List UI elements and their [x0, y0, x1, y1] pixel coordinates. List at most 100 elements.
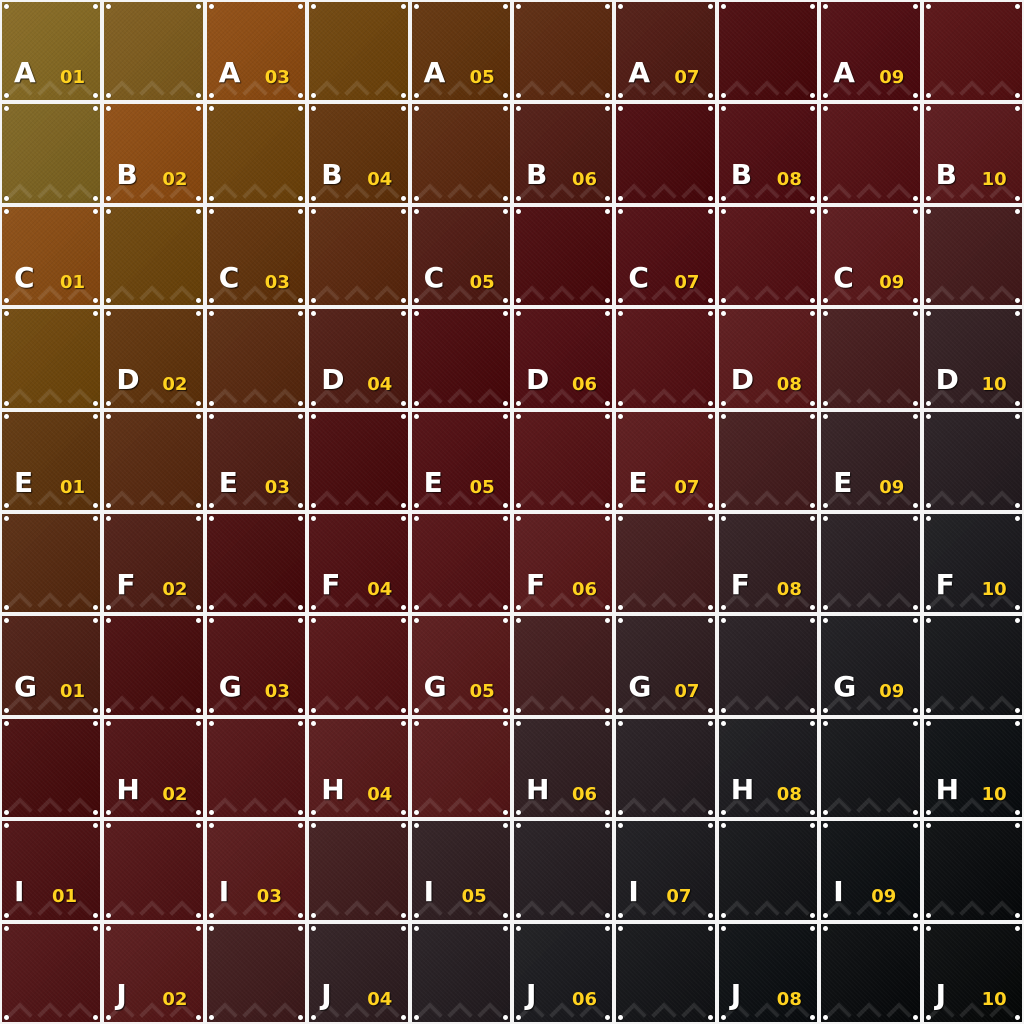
tile-a-06[interactable]: [514, 2, 613, 101]
tile-e-10[interactable]: [923, 411, 1022, 510]
tile-b-04[interactable]: B 04: [309, 104, 408, 203]
tile-h-07[interactable]: [616, 718, 715, 818]
tile-j-01[interactable]: [2, 923, 101, 1022]
tile-i-02[interactable]: [104, 821, 203, 920]
tile-d-10[interactable]: D 10: [923, 309, 1022, 408]
tile-b-07[interactable]: [616, 104, 715, 203]
tile-d-03[interactable]: [206, 309, 306, 408]
tile-j-05[interactable]: [411, 923, 510, 1022]
tile-e-07[interactable]: E 07: [616, 411, 715, 510]
tile-c-09[interactable]: C 09: [821, 206, 920, 306]
tile-h-08[interactable]: H 08: [718, 718, 818, 818]
tile-d-02[interactable]: D 02: [104, 309, 203, 408]
tile-a-03[interactable]: A 03: [206, 2, 306, 101]
tile-h-02[interactable]: H 02: [104, 718, 203, 818]
tile-i-03[interactable]: I 03: [206, 821, 306, 920]
tile-i-07[interactable]: I 07: [616, 821, 715, 920]
tile-d-07[interactable]: [616, 309, 715, 408]
tile-e-02[interactable]: [104, 411, 203, 510]
tile-h-03[interactable]: [206, 718, 306, 818]
tile-g-01[interactable]: G 01: [2, 616, 101, 715]
tile-g-03[interactable]: G 03: [206, 616, 306, 715]
tile-a-08[interactable]: [718, 2, 818, 101]
tile-i-06[interactable]: [514, 821, 613, 920]
tile-d-05[interactable]: [411, 309, 510, 408]
tile-a-05[interactable]: A 05: [411, 2, 510, 101]
tile-g-08[interactable]: [718, 616, 818, 715]
tile-f-07[interactable]: [616, 514, 715, 613]
tile-g-06[interactable]: [514, 616, 613, 715]
tile-h-06[interactable]: H 06: [514, 718, 613, 818]
tile-g-07[interactable]: G 07: [616, 616, 715, 715]
tile-g-10[interactable]: [923, 616, 1022, 715]
tile-b-05[interactable]: [411, 104, 510, 203]
tile-i-04[interactable]: [309, 821, 408, 920]
tile-e-01[interactable]: E 01: [2, 411, 101, 510]
tile-a-02[interactable]: [104, 2, 203, 101]
tile-c-05[interactable]: C 05: [411, 206, 510, 306]
tile-c-03[interactable]: C 03: [206, 206, 306, 306]
tile-a-10[interactable]: [923, 2, 1022, 101]
tile-b-08[interactable]: B 08: [718, 104, 818, 203]
tile-d-04[interactable]: D 04: [309, 309, 408, 408]
tile-h-09[interactable]: [821, 718, 920, 818]
tile-j-09[interactable]: [821, 923, 920, 1022]
tile-f-05[interactable]: [411, 514, 510, 613]
tile-f-10[interactable]: F 10: [923, 514, 1022, 613]
tile-i-10[interactable]: [923, 821, 1022, 920]
tile-f-02[interactable]: F 02: [104, 514, 203, 613]
tile-e-08[interactable]: [718, 411, 818, 510]
tile-d-06[interactable]: D 06: [514, 309, 613, 408]
tile-e-06[interactable]: [514, 411, 613, 510]
tile-e-04[interactable]: [309, 411, 408, 510]
tile-f-08[interactable]: F 08: [718, 514, 818, 613]
tile-a-01[interactable]: A 01: [2, 2, 101, 101]
tile-d-09[interactable]: [821, 309, 920, 408]
tile-g-04[interactable]: [309, 616, 408, 715]
tile-f-09[interactable]: [821, 514, 920, 613]
tile-h-04[interactable]: H 04: [309, 718, 408, 818]
tile-j-02[interactable]: J 02: [104, 923, 203, 1022]
tile-j-04[interactable]: J 04: [309, 923, 408, 1022]
tile-b-09[interactable]: [821, 104, 920, 203]
tile-b-02[interactable]: B 02: [104, 104, 203, 203]
tile-f-01[interactable]: [2, 514, 101, 613]
tile-i-08[interactable]: [718, 821, 818, 920]
tile-c-04[interactable]: [309, 206, 408, 306]
tile-g-02[interactable]: [104, 616, 203, 715]
tile-h-05[interactable]: [411, 718, 510, 818]
tile-b-06[interactable]: B 06: [514, 104, 613, 203]
tile-j-06[interactable]: J 06: [514, 923, 613, 1022]
tile-g-05[interactable]: G 05: [411, 616, 510, 715]
tile-j-03[interactable]: [206, 923, 306, 1022]
tile-g-09[interactable]: G 09: [821, 616, 920, 715]
tile-c-02[interactable]: [104, 206, 203, 306]
tile-i-09[interactable]: I 09: [821, 821, 920, 920]
tile-b-10[interactable]: B 10: [923, 104, 1022, 203]
tile-f-06[interactable]: F 06: [514, 514, 613, 613]
tile-i-01[interactable]: I 01: [2, 821, 101, 920]
tile-c-08[interactable]: [718, 206, 818, 306]
tile-a-09[interactable]: A 09: [821, 2, 920, 101]
tile-e-05[interactable]: E 05: [411, 411, 510, 510]
tile-d-01[interactable]: [2, 309, 101, 408]
tile-f-04[interactable]: F 04: [309, 514, 408, 613]
tile-c-06[interactable]: [514, 206, 613, 306]
tile-c-01[interactable]: C 01: [2, 206, 101, 306]
tile-h-01[interactable]: [2, 718, 101, 818]
tile-e-03[interactable]: E 03: [206, 411, 306, 510]
tile-c-10[interactable]: [923, 206, 1022, 306]
tile-j-10[interactable]: J 10: [923, 923, 1022, 1022]
tile-b-03[interactable]: [206, 104, 306, 203]
tile-e-09[interactable]: E 09: [821, 411, 920, 510]
tile-j-07[interactable]: [616, 923, 715, 1022]
tile-c-07[interactable]: C 07: [616, 206, 715, 306]
tile-j-08[interactable]: J 08: [718, 923, 818, 1022]
tile-b-01[interactable]: [2, 104, 101, 203]
tile-a-07[interactable]: A 07: [616, 2, 715, 101]
tile-f-03[interactable]: [206, 514, 306, 613]
tile-i-05[interactable]: I 05: [411, 821, 510, 920]
tile-a-04[interactable]: [309, 2, 408, 101]
tile-h-10[interactable]: H 10: [923, 718, 1022, 818]
tile-d-08[interactable]: D 08: [718, 309, 818, 408]
